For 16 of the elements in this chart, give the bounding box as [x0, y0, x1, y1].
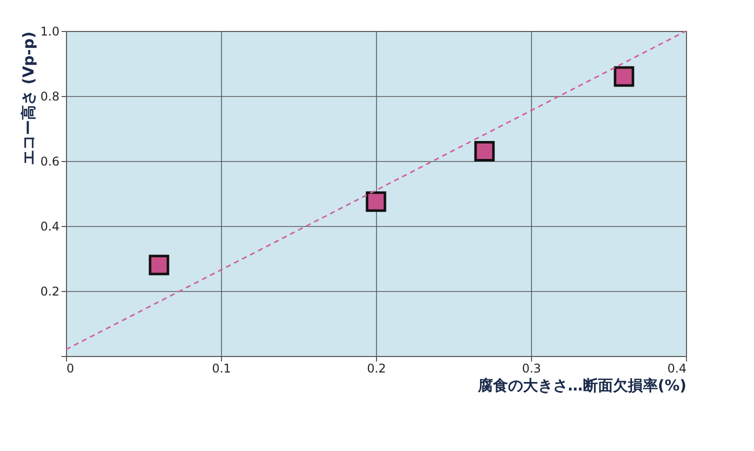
y-tick-label: 0.6 [40, 154, 60, 168]
x-tick-label: 0.2 [366, 362, 386, 376]
x-axis-title: 腐食の大きさ…断面欠損率(%) [476, 376, 686, 394]
y-tick-label: 1.0 [40, 24, 60, 38]
point [474, 141, 495, 162]
x-tick-label: 0.1 [212, 362, 232, 376]
y-tick-label: 0.8 [40, 90, 60, 104]
y-tick-label: 0.4 [40, 220, 60, 234]
x-tick-label: 0.4 [667, 362, 686, 376]
point [366, 191, 386, 212]
y-tick-label: 0.2 [40, 284, 60, 298]
point [614, 66, 634, 87]
y-axis-title: エコー高さ (Vp-p) [19, 32, 38, 165]
x-tick-label: 0 [66, 362, 74, 376]
x-tick-label: 0.3 [522, 362, 542, 376]
point [148, 254, 170, 276]
